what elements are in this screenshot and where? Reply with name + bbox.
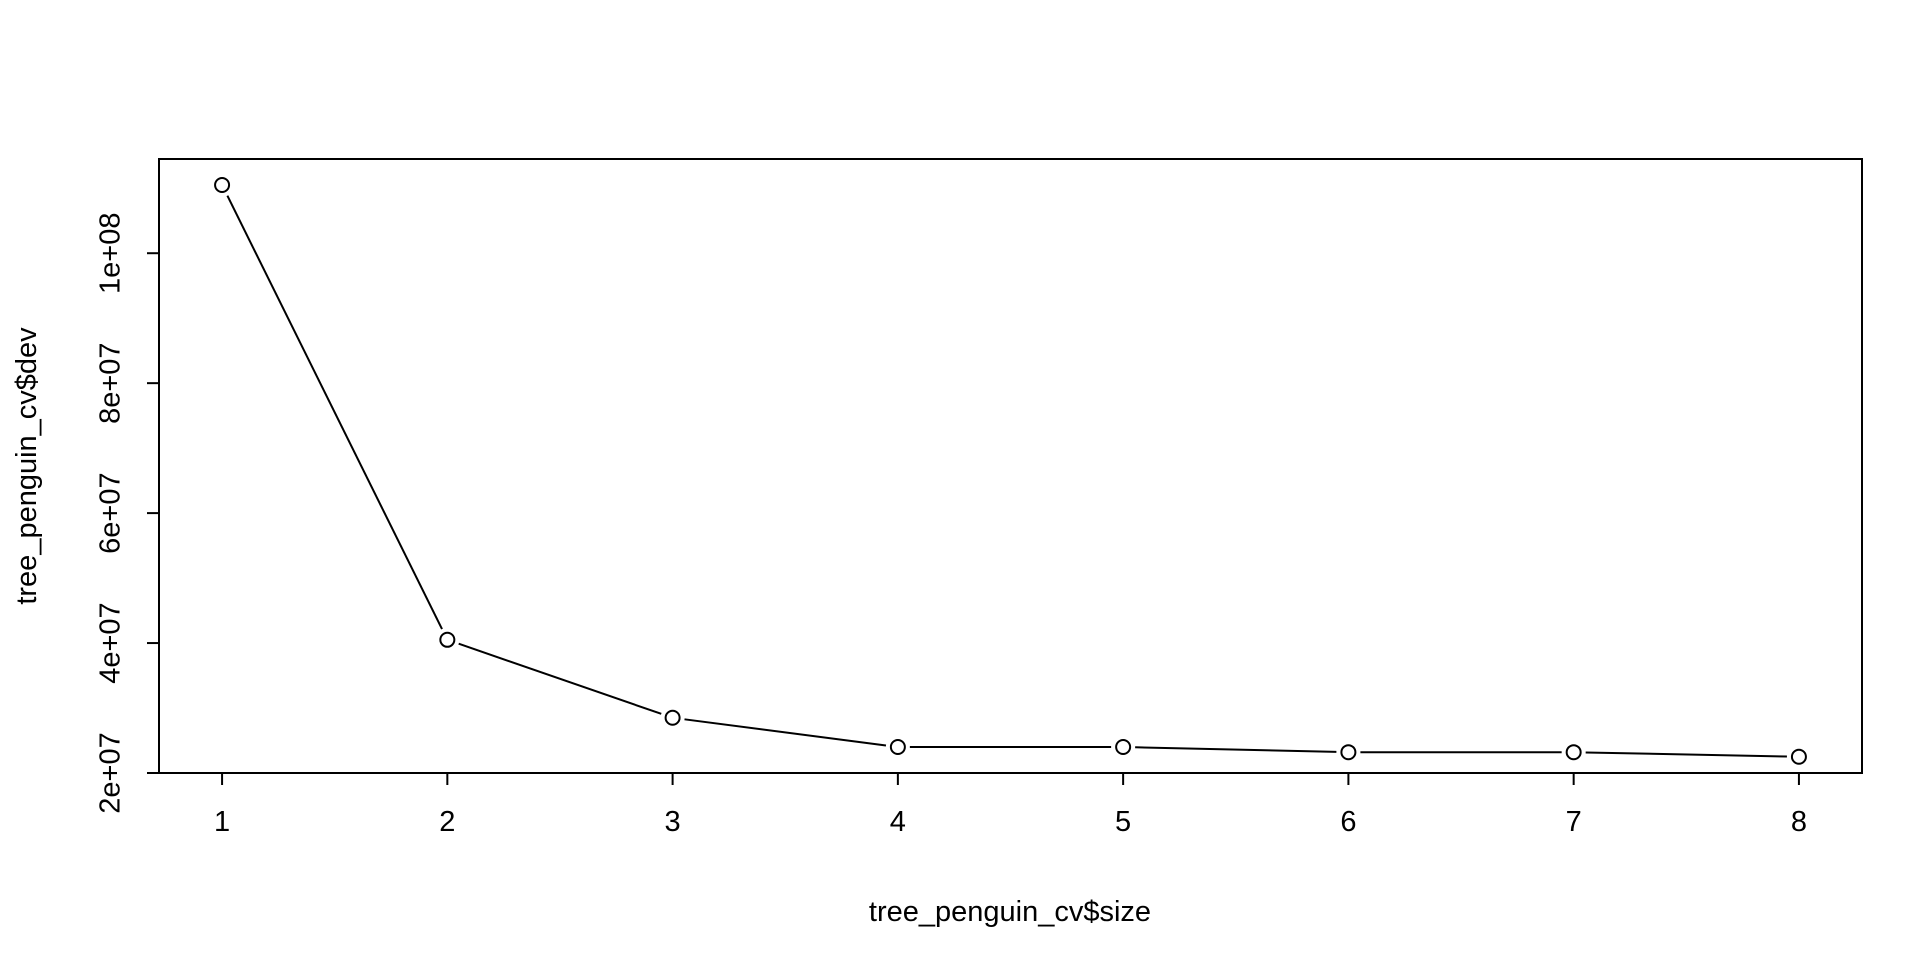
data-point bbox=[1565, 744, 1582, 761]
x-axis: 1 2 3 4 5 6 7 8 bbox=[214, 772, 1807, 838]
data-point bbox=[1340, 744, 1357, 761]
data-point bbox=[214, 176, 231, 193]
data-point bbox=[889, 739, 906, 756]
series-line-segment bbox=[684, 718, 887, 747]
series-line bbox=[226, 195, 1787, 758]
x-tick-label: 3 bbox=[665, 806, 681, 838]
x-tick-label: 2 bbox=[439, 806, 455, 838]
series-line-segment bbox=[1585, 751, 1787, 758]
x-tick-label: 6 bbox=[1340, 806, 1356, 838]
x-axis-title: tree_penguin_cv$size bbox=[869, 896, 1151, 928]
data-point bbox=[1115, 739, 1132, 756]
data-point bbox=[439, 631, 456, 648]
y-tick-label: 6e+07 bbox=[95, 472, 127, 553]
y-tick-label: 2e+07 bbox=[95, 732, 127, 813]
series-line-segment bbox=[1135, 746, 1337, 753]
series-points bbox=[214, 176, 1807, 765]
series-line-segment bbox=[226, 195, 443, 630]
x-tick-label: 8 bbox=[1791, 806, 1807, 838]
x-tick-label: 1 bbox=[214, 806, 230, 838]
y-tick-label: 4e+07 bbox=[95, 602, 127, 683]
y-axis-title: tree_penguin_cv$dev bbox=[11, 327, 43, 605]
y-axis: 2e+07 4e+07 6e+07 8e+07 1e+08 bbox=[95, 212, 160, 814]
series-line-segment bbox=[458, 642, 662, 715]
data-point bbox=[664, 709, 681, 726]
data-point bbox=[1790, 748, 1807, 765]
x-tick-label: 7 bbox=[1566, 806, 1582, 838]
y-tick-label: 8e+07 bbox=[95, 342, 127, 423]
x-tick-label: 4 bbox=[890, 806, 906, 838]
y-tick-label: 1e+08 bbox=[95, 212, 127, 293]
x-tick-label: 5 bbox=[1115, 806, 1131, 838]
